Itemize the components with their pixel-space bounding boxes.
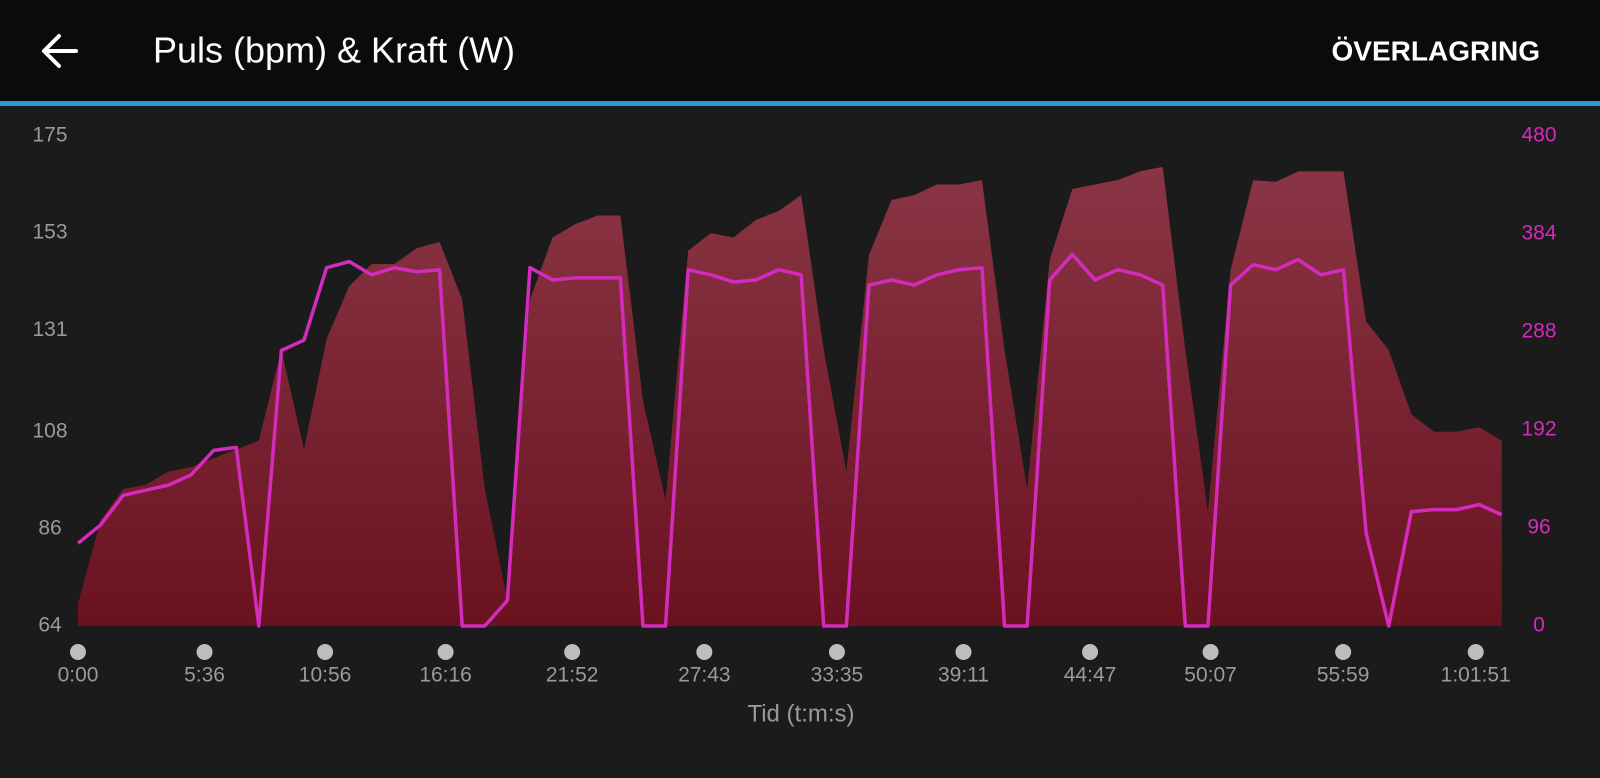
x-tick-label: 16:16 — [419, 664, 472, 687]
y2-tick-label: 480 — [1521, 124, 1556, 147]
x-tick-dot — [196, 644, 213, 660]
y-tick-label: 175 — [32, 124, 67, 147]
y2-tick-label: 192 — [1521, 418, 1556, 441]
y2-tick-label: 384 — [1521, 222, 1556, 245]
heart-rate-area — [78, 166, 1502, 627]
y2-tick-label: 288 — [1521, 320, 1556, 343]
x-tick-label: 50:07 — [1184, 664, 1237, 687]
x-tick-dot — [1467, 644, 1484, 660]
x-tick-dot — [828, 644, 845, 660]
app-bar — [0, 0, 1600, 102]
x-tick-label: 5:36 — [184, 664, 225, 687]
x-tick-label: 39:11 — [938, 664, 989, 687]
screen-title: Puls (bpm) & Kraft (W) — [153, 30, 515, 71]
y2-tick-label: 0 — [1533, 614, 1545, 637]
x-tick-label: 27:43 — [678, 664, 731, 687]
y-tick-label: 131 — [32, 318, 67, 341]
x-tick-dot — [955, 644, 972, 660]
x-tick-label: 44:47 — [1064, 664, 1117, 687]
x-tick-dot — [1202, 644, 1219, 660]
y-tick-label: 86 — [38, 516, 61, 539]
x-axis-label: Tid (t:m:s) — [747, 700, 854, 727]
x-tick-label: 1:01:51 — [1441, 664, 1511, 687]
back-arrow — [42, 34, 78, 68]
x-tick-label: 21:52 — [546, 664, 599, 687]
x-tick-label: 0:00 — [58, 664, 99, 687]
x-tick-dot — [317, 644, 334, 660]
x-tick-label: 10:56 — [299, 664, 352, 687]
x-tick-dot — [564, 644, 581, 660]
back-button[interactable] — [42, 34, 78, 68]
y-tick-label: 153 — [32, 221, 67, 244]
x-tick-dot — [696, 644, 713, 660]
x-tick-dot — [437, 644, 454, 660]
y2-tick-label: 96 — [1527, 516, 1550, 539]
app-bar-accent — [0, 101, 1600, 106]
x-tick-label: 33:35 — [811, 664, 864, 687]
x-tick-label: 55:59 — [1317, 664, 1370, 687]
overlay-button[interactable]: ÖVERLAGRING — [1332, 35, 1540, 66]
power-line — [76, 252, 1503, 628]
y-tick-label: 108 — [32, 419, 67, 442]
x-tick-dot — [70, 644, 86, 660]
y-tick-label: 64 — [38, 614, 62, 637]
x-tick-dot — [1335, 644, 1352, 660]
x-tick-dot — [1082, 644, 1099, 660]
